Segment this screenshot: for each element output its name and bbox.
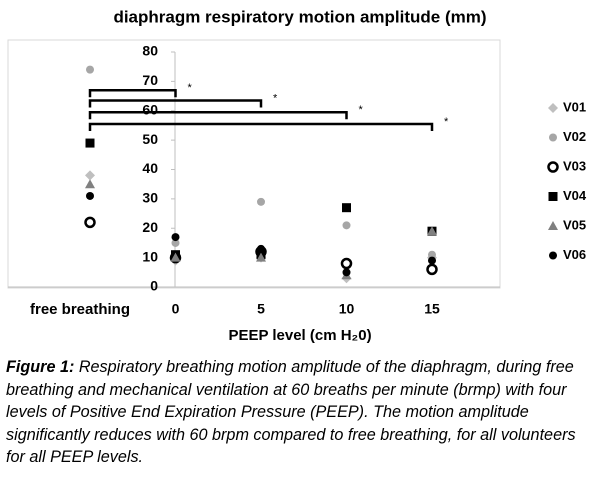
chart: diaphragm respiratory motion amplitude (… bbox=[7, 7, 587, 344]
marker bbox=[342, 203, 351, 213]
marker bbox=[84, 216, 96, 229]
x-tick-label: 5 bbox=[257, 301, 265, 317]
marker bbox=[427, 226, 437, 236]
marker bbox=[85, 179, 95, 189]
x-tick-label: 15 bbox=[424, 301, 440, 317]
legend-label: V06 bbox=[563, 247, 586, 262]
marker bbox=[548, 103, 558, 113]
marker bbox=[428, 256, 436, 265]
annotation: * bbox=[444, 116, 449, 128]
legend-label: V04 bbox=[563, 188, 587, 203]
marker bbox=[549, 133, 557, 142]
legend-label: V03 bbox=[563, 158, 586, 173]
caption-label: Figure 1: bbox=[6, 358, 75, 376]
marker bbox=[170, 252, 181, 262]
chart-title: diaphragm respiratory motion amplitude (… bbox=[113, 7, 486, 26]
y-tick-label: 30 bbox=[142, 190, 158, 206]
y-tick-label: 20 bbox=[142, 219, 158, 235]
annotation: * bbox=[359, 104, 364, 116]
x-tick-label: 0 bbox=[172, 301, 180, 317]
marker bbox=[548, 221, 558, 230]
marker bbox=[86, 65, 94, 74]
marker bbox=[342, 221, 351, 230]
marker bbox=[549, 251, 557, 260]
marker bbox=[85, 170, 95, 181]
marker bbox=[342, 268, 351, 277]
plot-area bbox=[7, 39, 501, 289]
marker bbox=[86, 191, 94, 200]
marker bbox=[171, 238, 180, 247]
annotation: * bbox=[188, 82, 193, 94]
y-tick-label: 40 bbox=[142, 160, 158, 176]
caption-text: Respiratory breathing motion amplitude o… bbox=[6, 358, 576, 466]
y-tick-label: 50 bbox=[142, 131, 158, 147]
marker bbox=[257, 197, 265, 206]
marker bbox=[547, 161, 559, 173]
significance-bracket bbox=[88, 110, 348, 120]
x-tick-label: 10 bbox=[339, 301, 355, 317]
marker bbox=[340, 257, 353, 270]
x-axis-label: PEEP level (cm H₂0) bbox=[228, 327, 371, 344]
marker bbox=[171, 233, 180, 242]
marker bbox=[426, 263, 438, 276]
significance-bracket bbox=[88, 122, 434, 131]
y-tick-label: 60 bbox=[142, 101, 158, 117]
marker bbox=[257, 244, 265, 253]
legend-label: V02 bbox=[563, 129, 586, 144]
legend-label: V01 bbox=[563, 99, 586, 114]
legend-label: V05 bbox=[563, 217, 586, 232]
significance-bracket bbox=[88, 99, 263, 108]
y-tick-label: 70 bbox=[142, 72, 158, 88]
y-tick-label: 10 bbox=[142, 248, 158, 264]
y-tick-label: 80 bbox=[142, 43, 158, 59]
marker bbox=[428, 250, 436, 259]
annotation: * bbox=[273, 92, 278, 104]
marker bbox=[548, 192, 558, 201]
marker bbox=[85, 138, 95, 148]
significance-bracket bbox=[88, 88, 177, 98]
caption: Figure 1: Respiratory breathing motion a… bbox=[6, 356, 596, 469]
y-tick-label: 0 bbox=[150, 278, 158, 294]
x-tick-label: free breathing bbox=[30, 301, 130, 318]
marker bbox=[256, 252, 266, 262]
